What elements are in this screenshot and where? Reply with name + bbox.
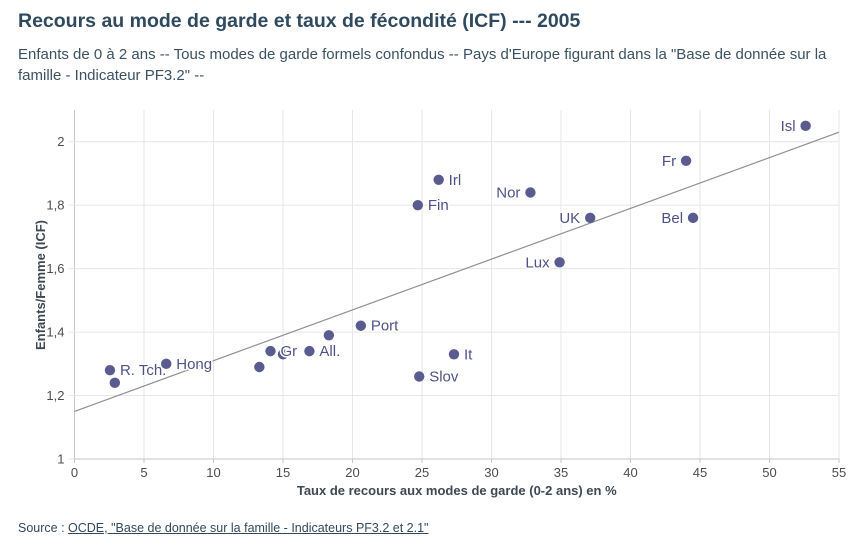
data-point-r-tch[interactable] bbox=[104, 364, 116, 376]
data-point-slov[interactable] bbox=[414, 371, 425, 382]
trend-line bbox=[74, 131, 840, 412]
y-axis-title: Enfants/Femme (ICF) bbox=[33, 220, 48, 350]
point-label: Gr bbox=[280, 343, 297, 360]
point-label: Hong bbox=[176, 356, 212, 373]
data-point-it[interactable] bbox=[448, 349, 460, 360]
y-tick-label: 1,4 bbox=[46, 325, 64, 340]
data-point[interactable] bbox=[109, 377, 121, 389]
scatter-plot-svg: Isl Fr Irl Nor Fin UK Bel Lux Port Gr All. It Hong R.… bbox=[33, 110, 846, 498]
data-point-fin[interactable] bbox=[412, 199, 424, 211]
x-tick-label: 45 bbox=[693, 465, 707, 480]
point-label: Slov bbox=[429, 369, 459, 386]
data-point-irl[interactable] bbox=[433, 174, 444, 185]
point-label: Fr bbox=[662, 153, 676, 170]
x-tick-labels: 0 5 10 15 20 25 30 35 40 45 50 55 bbox=[71, 465, 846, 480]
y-tick-labels: 1 1,2 1,4 1,6 1,8 2 bbox=[46, 134, 64, 466]
point-label: Irl bbox=[449, 172, 462, 189]
x-tick-label: 15 bbox=[276, 465, 290, 480]
data-point-all[interactable] bbox=[304, 345, 315, 357]
x-tick-label: 55 bbox=[832, 465, 846, 480]
point-label: Bel bbox=[661, 210, 683, 227]
point-label: All. bbox=[319, 343, 340, 360]
y-tick-label: 1 bbox=[57, 452, 64, 467]
point-label: Port bbox=[371, 318, 399, 335]
data-point-isl[interactable] bbox=[800, 120, 811, 132]
chart-title: Recours au mode de garde et taux de féco… bbox=[18, 10, 581, 32]
point-label: Isl bbox=[781, 118, 796, 135]
data-point-gr[interactable] bbox=[265, 345, 276, 357]
data-point-nor[interactable] bbox=[525, 187, 536, 198]
point-label: R. Tch. bbox=[120, 362, 166, 379]
x-tick-label: 5 bbox=[140, 465, 147, 480]
point-label: It bbox=[464, 346, 473, 363]
source-line: Source : OCDE, "Base de donnée sur la fa… bbox=[18, 521, 428, 535]
data-point[interactable] bbox=[254, 361, 265, 373]
data-point-hong[interactable] bbox=[161, 358, 172, 370]
y-tick-label: 1,2 bbox=[46, 388, 64, 403]
x-tick-label: 10 bbox=[206, 465, 220, 480]
data-point-uk[interactable] bbox=[584, 212, 596, 224]
scatter-plot: Isl Fr Irl Nor Fin UK Bel Lux Port Gr All. It Hong R.… bbox=[0, 95, 866, 507]
gridlines bbox=[68, 110, 840, 460]
x-tick-label: 20 bbox=[345, 465, 359, 480]
data-point-bel[interactable] bbox=[687, 212, 699, 224]
x-tick-label: 40 bbox=[623, 465, 637, 480]
y-tick-label: 1,6 bbox=[46, 261, 64, 276]
chart-subtitle: Enfants de 0 à 2 ans -- Tous modes de ga… bbox=[18, 46, 827, 84]
data-points bbox=[104, 120, 811, 389]
x-axis bbox=[74, 458, 840, 463]
y-tick-label: 1,8 bbox=[46, 198, 64, 213]
source-prefix: Source : bbox=[18, 521, 69, 535]
x-axis-title: Taux de recours aux modes de garde (0-2 … bbox=[297, 483, 617, 498]
x-tick-label: 25 bbox=[415, 465, 429, 480]
point-labels: Isl Fr Irl Nor Fin UK Bel Lux Port Gr All. It Hong R.… bbox=[118, 116, 797, 387]
x-tick-label: 35 bbox=[554, 465, 568, 480]
data-point-port[interactable] bbox=[355, 320, 367, 331]
data-point[interactable] bbox=[277, 349, 289, 360]
x-tick-label: 30 bbox=[484, 465, 498, 480]
point-label: UK bbox=[559, 210, 580, 227]
point-label: Lux bbox=[525, 254, 550, 271]
x-tick-label: 0 bbox=[71, 465, 78, 480]
x-tick-label: 50 bbox=[762, 465, 776, 480]
source-link[interactable]: OCDE, "Base de donnée sur la famille - I… bbox=[68, 521, 429, 535]
data-point[interactable] bbox=[323, 330, 335, 341]
point-label: Fin bbox=[428, 197, 449, 214]
data-point-fr[interactable] bbox=[680, 155, 692, 166]
point-label: Nor bbox=[496, 184, 520, 201]
y-tick-label: 2 bbox=[57, 134, 64, 149]
data-point-lux[interactable] bbox=[554, 257, 565, 268]
